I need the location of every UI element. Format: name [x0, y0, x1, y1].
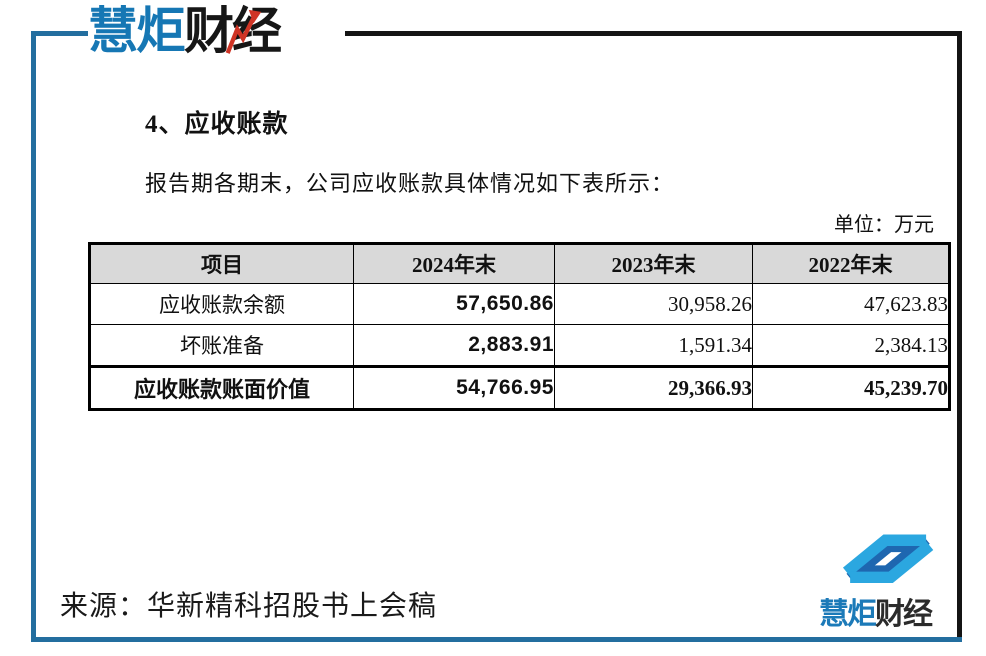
top-brand-logo: 慧炬财经 — [88, 2, 282, 62]
cell-label: 坏账准备 — [89, 324, 354, 367]
section-title: 4、应收账款 — [145, 111, 289, 138]
top-brand-logo-primary: 慧炬 — [88, 2, 186, 60]
frame-blue-bottom-line — [31, 637, 962, 642]
table-header-row: 项目 2024年末 2023年末 2022年末 — [89, 243, 950, 284]
cell-label: 应收账款余额 — [89, 283, 354, 325]
cell-value-2023: 29,366.93 — [554, 365, 753, 410]
source-caption: 来源：华新精科招股书上会稿 — [60, 590, 438, 621]
cell-value-2022: 2,384.13 — [752, 324, 950, 367]
cell-value-2023: 1,591.34 — [554, 324, 753, 367]
cell-value-2024: 2,883.91 — [353, 324, 555, 367]
bottom-brand-logo: 慧炬财经 — [798, 589, 952, 633]
frame-blue-left-line — [31, 31, 36, 642]
frame-black-top-line — [345, 31, 962, 36]
table-row-book-value: 应收账款账面价值 54,766.95 29,366.93 45,239.70 — [89, 365, 950, 410]
unit-label: 单位：万元 — [834, 214, 934, 236]
intro-paragraph: 报告期各期末，公司应收账款具体情况如下表所示： — [145, 171, 675, 196]
receivables-table: 项目 2024年末 2023年末 2022年末 应收账款余额 57,650.86… — [88, 242, 951, 411]
trend-arrow-icon — [225, 9, 262, 54]
cell-value-2022: 47,623.83 — [752, 283, 950, 325]
frame-black-right-line — [957, 31, 962, 637]
table-row-receivable-balance: 应收账款余额 57,650.86 30,958.26 47,623.83 — [89, 283, 950, 325]
cell-label: 应收账款账面价值 — [89, 365, 354, 410]
cell-value-2024: 57,650.86 — [353, 283, 555, 325]
cell-value-2023: 30,958.26 — [554, 283, 753, 325]
bottom-brand-logo-primary: 慧炬 — [819, 597, 877, 632]
table-row-bad-debt-provision: 坏账准备 2,883.91 1,591.34 2,384.13 — [89, 324, 950, 367]
header-2023: 2023年末 — [554, 243, 753, 284]
huiju-ribbon-logo-icon — [842, 534, 934, 584]
cell-value-2022: 45,239.70 — [752, 365, 950, 410]
header-2022: 2022年末 — [752, 243, 950, 284]
header-2024: 2024年末 — [353, 243, 555, 284]
frame-blue-top-arm — [31, 31, 88, 36]
bottom-brand-logo-secondary: 财经 — [875, 597, 933, 632]
top-brand-logo-secondary: 财经 — [184, 2, 282, 60]
header-item: 项目 — [89, 243, 354, 284]
cell-value-2024: 54,766.95 — [353, 365, 555, 410]
